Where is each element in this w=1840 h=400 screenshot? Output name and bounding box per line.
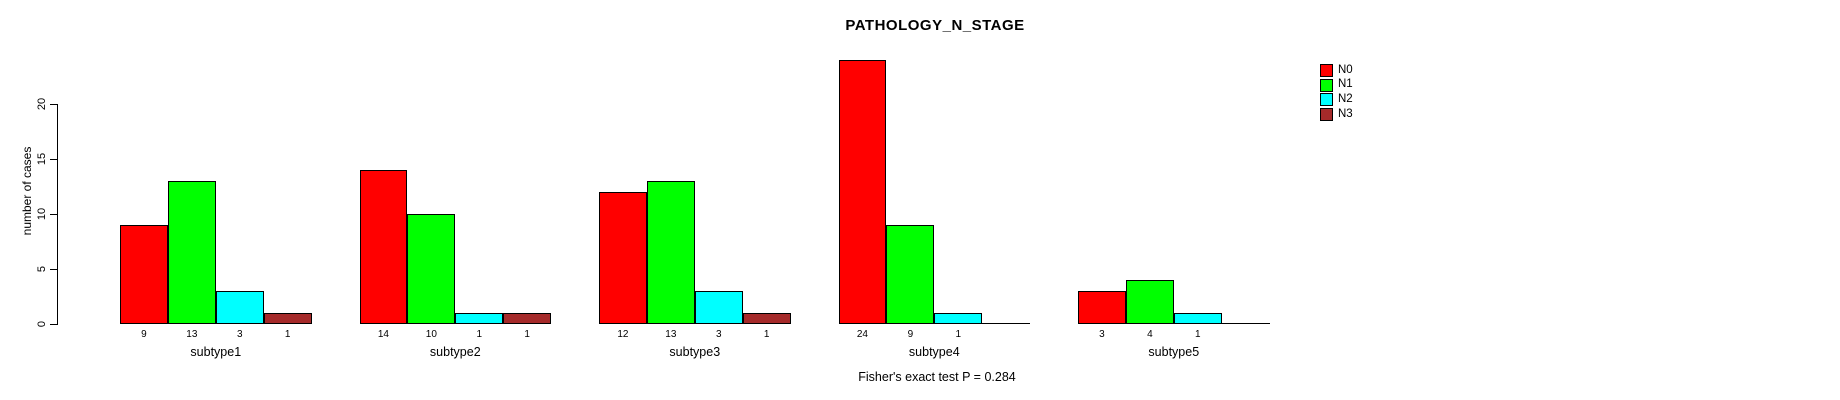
bar-value-label: 1 [524, 329, 530, 340]
legend-swatch-N3 [1320, 107, 1333, 121]
bar-value-label: 1 [1194, 329, 1201, 340]
legend-item-N1: N1 [1320, 78, 1353, 93]
legend-item-N0: N0 [1320, 63, 1353, 78]
legend-label: N2 [1338, 92, 1353, 105]
bar-subtype4-N2 [934, 313, 983, 324]
bar-value-label: 1 [763, 329, 770, 340]
legend-item-N3: N3 [1320, 107, 1353, 122]
legend-item-N2: N2 [1320, 92, 1353, 107]
x-axis-category-label: subtype5 [1148, 345, 1200, 359]
y-axis-tick-label: 0 [36, 320, 48, 328]
bar-subtype3-N3 [742, 313, 791, 324]
bar-subtype4-N0 [838, 60, 887, 324]
y-axis-tick [50, 323, 58, 325]
bar-subtype5-N2 [1173, 313, 1222, 324]
legend-swatch-N2 [1320, 93, 1333, 107]
legend-label: N1 [1338, 78, 1353, 91]
bar-value-label: 1 [476, 329, 483, 340]
bar-subtype4-N1 [886, 225, 935, 324]
chart-title: PATHOLOGY_N_STAGE [845, 17, 1025, 34]
bar-value-label: 3 [1099, 329, 1105, 340]
bar-subtype1-N0 [120, 225, 168, 324]
bar-subtype2-N1 [407, 214, 456, 324]
bar-value-label: 1 [284, 329, 291, 340]
bar-value-label: 3 [715, 329, 722, 340]
legend-swatch-N1 [1320, 78, 1333, 92]
x-axis-category-label: subtype3 [669, 345, 721, 359]
bar-subtype5-N1 [1125, 280, 1174, 324]
legend-swatch-N0 [1320, 63, 1333, 77]
zero-bar-subtype4-N3 [982, 323, 1031, 324]
bar-value-label: 12 [617, 329, 629, 340]
x-axis-category-label: subtype2 [429, 345, 481, 359]
legend-label: N3 [1338, 107, 1353, 120]
bar-subtype3-N0 [599, 192, 647, 324]
bar-value-label: 1 [955, 329, 962, 340]
y-axis-tick [50, 158, 58, 160]
y-axis-tick [50, 213, 58, 215]
y-axis-tick [50, 103, 58, 105]
y-axis-line [57, 104, 58, 325]
y-axis-tick [50, 268, 58, 270]
legend: N0 N1 N2 N3 [1320, 63, 1353, 122]
bar-subtype2-N2 [455, 313, 504, 324]
bar-value-label: 24 [856, 329, 868, 340]
bar-subtype3-N2 [694, 291, 743, 324]
fisher-test-annotation: Fisher's exact test P = 0.284 [858, 370, 1016, 384]
zero-bar-subtype5-N3 [1221, 323, 1270, 324]
legend-label: N0 [1338, 63, 1353, 76]
bar-value-label: 3 [236, 329, 243, 340]
bar-subtype5-N0 [1078, 291, 1126, 324]
bar-value-label: 14 [377, 329, 389, 340]
bar-value-label: 9 [907, 329, 914, 340]
bar-value-label: 13 [186, 329, 198, 340]
bar-subtype1-N3 [263, 313, 312, 324]
x-axis-category-label: subtype4 [908, 345, 960, 359]
bar-subtype2-N3 [503, 313, 552, 324]
bar-value-label: 9 [141, 329, 147, 340]
y-axis-tick-label: 15 [36, 152, 48, 166]
bar-subtype3-N1 [646, 181, 695, 324]
bar-subtype1-N2 [215, 291, 264, 324]
y-axis-tick-label: 20 [36, 97, 48, 111]
x-axis-category-label: subtype1 [190, 345, 242, 359]
y-axis-tick-label: 10 [36, 207, 48, 221]
bar-subtype1-N1 [167, 181, 216, 324]
bar-value-label: 13 [665, 329, 677, 340]
bar-value-label: 4 [1147, 329, 1153, 340]
y-axis-tick-label: 5 [36, 265, 48, 273]
bar-subtype2-N0 [359, 170, 408, 324]
bar-value-label: 10 [425, 329, 437, 340]
